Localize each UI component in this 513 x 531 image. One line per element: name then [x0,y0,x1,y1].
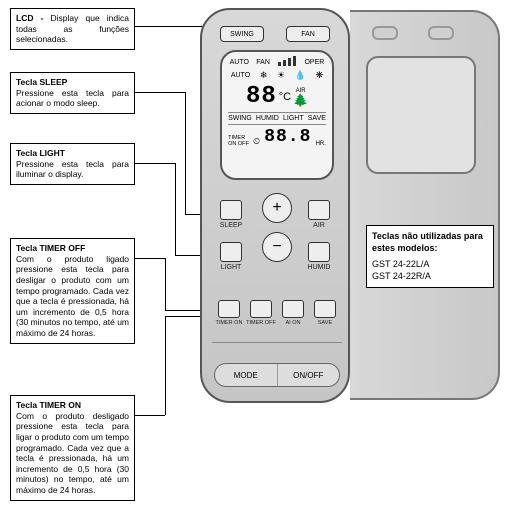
sleep-label: SLEEP [216,222,246,229]
onoff-button[interactable]: ON/OFF [278,364,340,386]
bottom-bar: MODE ON/OFF [214,363,340,387]
leader-line [185,92,186,214]
leader-line [165,258,166,310]
lcd-temp: 88 [246,83,277,110]
light-button[interactable] [220,242,242,262]
callout-sleep-body: Pressione esta tecla para acionar o modo… [16,88,129,109]
lcd-humid: HUMID [256,115,279,122]
save-button[interactable] [314,300,336,318]
leader-line [165,316,166,415]
unused-m2: GST 24-22R/A [372,270,488,282]
callout-sleep-title: Tecla SLEEP [16,77,129,88]
leader-line [135,415,165,416]
sun-icon: ☀ [277,70,285,81]
callout-timer-on: Tecla TIMER ON Com o produto desligado p… [10,395,135,501]
lcd-onoff: ON OFF [228,141,249,147]
flap-window [366,56,476,174]
lcd-swing: SWING [228,115,252,122]
sleep-button[interactable] [220,200,242,220]
plus-button[interactable]: + [262,193,292,223]
lcd-save: SAVE [308,115,326,122]
leader-line [135,92,185,93]
lcd-auto: AUTO [230,59,249,66]
lcd-fan: FAN [256,59,270,66]
mode-button[interactable]: MODE [215,364,278,386]
timer-off-label: TIMER OFF [242,320,280,326]
lcd-light: LIGHT [283,115,304,122]
swing-button[interactable]: SWING [220,26,264,42]
callout-timer-on-title: Tecla TIMER ON [16,400,129,411]
remote-body: SWING FAN AUTO FAN OPER AUTO ❄ ☀ 💧 ❋ 88 … [200,8,350,403]
hinge-icon [372,26,398,40]
hinge-icon [428,26,454,40]
callout-light: Tecla LIGHT Pressione esta tecla para il… [10,143,135,185]
air-button[interactable] [308,200,330,220]
lcd-auto2: AUTO [231,72,250,79]
lcd-unit: °C [279,91,291,103]
callout-light-body: Pressione esta tecla para iluminar o dis… [16,159,129,180]
air-label: AIR [304,222,334,229]
callout-light-title: Tecla LIGHT [16,148,129,159]
callout-timer-on-body: Com o produto desligado pressione esta t… [16,411,129,496]
lcd-display: AUTO FAN OPER AUTO ❄ ☀ 💧 ❋ 88 °C AIR 🌲 S… [220,50,334,180]
drop-icon: 💧 [295,70,306,81]
unused-m1: GST 24-22L/A [372,258,488,270]
leader-line [135,258,165,259]
humid-button[interactable] [308,242,330,262]
clock-icon: ⏲ [253,136,260,147]
minus-button[interactable]: − [262,232,292,262]
ai-on-button[interactable] [282,300,304,318]
lcd-oper: OPER [304,59,324,66]
light-label: LIGHT [216,264,246,271]
humid-label: HUMID [304,264,334,271]
leader-line [135,163,175,164]
signal-icon [277,56,297,68]
callout-timer-off: Tecla TIMER OFF Com o produto ligado pre… [10,238,135,344]
snow-icon: ❄ [260,70,268,81]
ai-on-label: AI ON [276,320,310,326]
timer-off-button[interactable] [250,300,272,318]
divider-line [212,342,342,343]
callout-timer-off-body: Com o produto ligado pressione esta tecl… [16,254,129,339]
lcd-timer-num: 88.8 [264,127,311,147]
leader-line [135,26,205,27]
callout-lcd-title: LCD - [16,13,51,23]
lcd-hr: HR. [316,141,326,147]
callout-timer-off-title: Tecla TIMER OFF [16,243,129,254]
callout-lcd: LCD - Display que indica todas as funçõe… [10,8,135,50]
tree-icon: 🌲 [293,94,308,106]
leaf-icon: ❋ [316,70,324,81]
fan-button[interactable]: FAN [286,26,330,42]
callout-sleep: Tecla SLEEP Pressione esta tecla para ac… [10,72,135,114]
remote-flap [350,10,500,400]
leader-line [175,163,176,255]
save-label: SAVE [308,320,342,326]
timer-on-button[interactable] [218,300,240,318]
callout-unused: Teclas não utilizadas para estes modelos… [366,225,494,288]
unused-title: Teclas não utilizadas para estes modelos… [372,230,488,254]
